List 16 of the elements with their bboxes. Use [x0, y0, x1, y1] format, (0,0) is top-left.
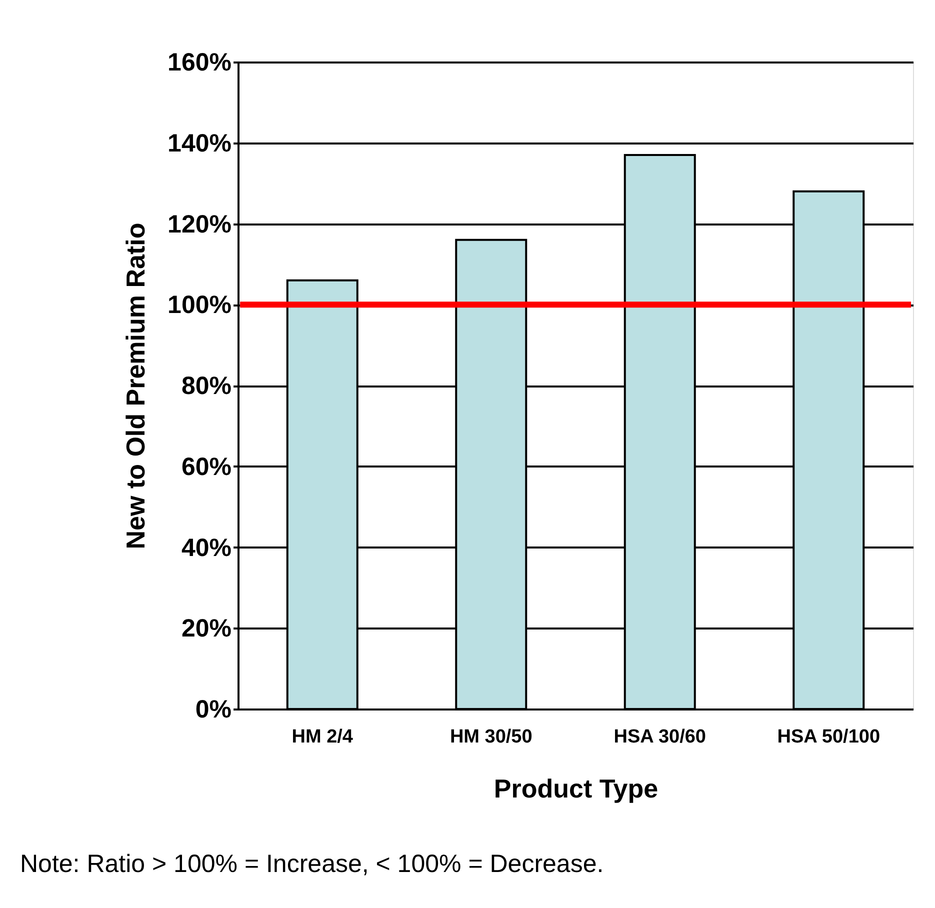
y-tick-label: 20% — [181, 614, 232, 643]
x-tick-label: HSA 30/60 — [614, 726, 706, 748]
y-tick-label: 120% — [168, 210, 232, 238]
y-tick-label: 40% — [181, 534, 232, 562]
x-axis-title: Product Type — [494, 774, 658, 804]
y-tick-label: 140% — [168, 129, 232, 158]
y-tick-label: 0% — [195, 696, 232, 724]
x-tick-label: HM 30/50 — [450, 726, 532, 748]
y-tick-label: 80% — [181, 372, 232, 400]
y-axis-title: New to Old Premium Ratio — [120, 222, 151, 550]
y-tick-label: 160% — [168, 48, 232, 76]
y-tick-label: 60% — [181, 452, 232, 481]
y-tick-label: 100% — [168, 291, 232, 320]
x-tick-label: HSA 50/100 — [777, 726, 880, 748]
text: Note: Ratio > 100% = Increase, < 100% = Decrease. — [20, 850, 604, 878]
x-tick-label: HM 2/4 — [292, 726, 354, 748]
